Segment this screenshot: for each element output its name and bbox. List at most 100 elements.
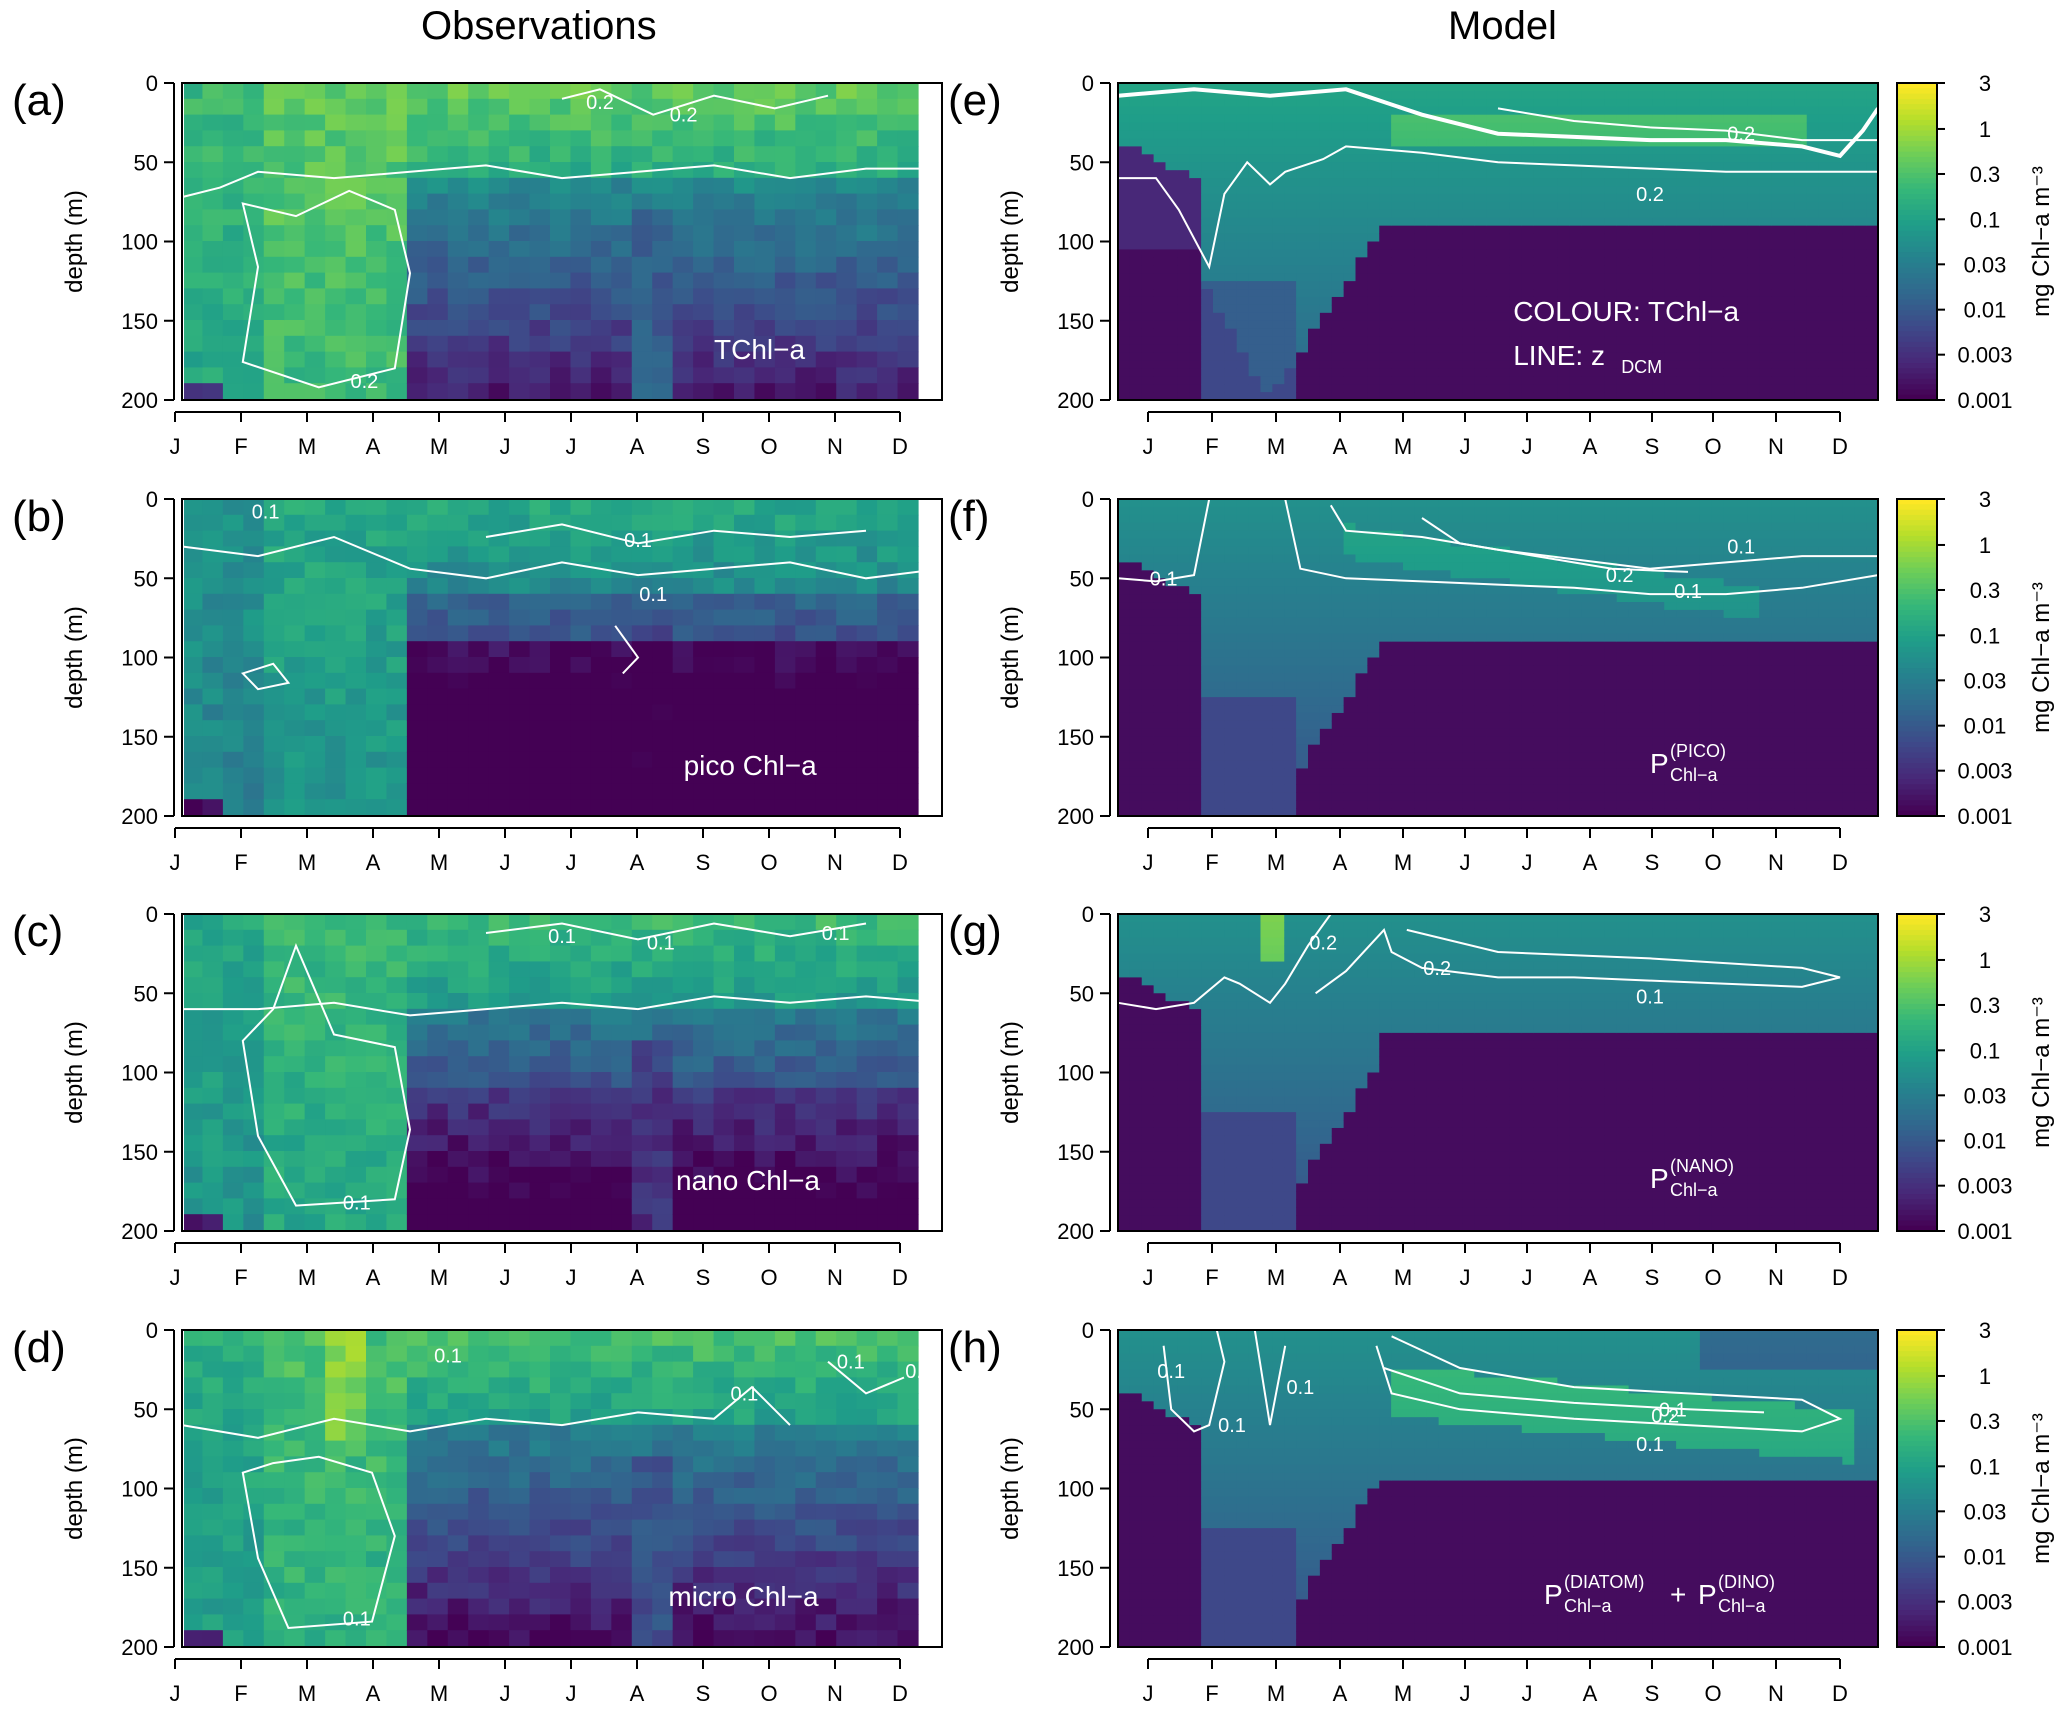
- heatmap-cell: [529, 1345, 551, 1363]
- heatmap-cell: [1569, 83, 1582, 92]
- heatmap-cell: [325, 688, 347, 705]
- heatmap-cell: [1521, 376, 1535, 385]
- heatmap-cell: [325, 736, 347, 753]
- heatmap-cell: [366, 256, 388, 274]
- heatmap-cell: [1177, 265, 1190, 274]
- heatmap-cell: [713, 751, 735, 769]
- heatmap-cell: [611, 1488, 633, 1505]
- heatmap-cell: [1379, 233, 1392, 242]
- heatmap-cell: [652, 225, 674, 242]
- heatmap-cell: [1462, 257, 1475, 266]
- heatmap-cell: [304, 578, 326, 595]
- heatmap-cell: [713, 1456, 735, 1473]
- heatmap-cell: [774, 367, 796, 384]
- heatmap-cell: [222, 83, 244, 100]
- heatmap-cell: [386, 1393, 408, 1410]
- heatmap-cell: [1260, 376, 1273, 385]
- heatmap-cell: [1236, 320, 1250, 330]
- heatmap-cell: [1189, 368, 1202, 377]
- heatmap-cell: [263, 1377, 285, 1394]
- heatmap-cell: [1533, 225, 1546, 235]
- heatmap-cell: [1414, 217, 1428, 227]
- heatmap-cell: [897, 288, 919, 305]
- heatmap-cell: [1426, 376, 1440, 385]
- heatmap-cell: [182, 672, 204, 690]
- heatmap-cell: [1201, 304, 1214, 314]
- heatmap-cell: [406, 1361, 428, 1378]
- heatmap-cell: [1640, 114, 1653, 124]
- heatmap-cell: [693, 1614, 715, 1631]
- heatmap-cell: [1509, 178, 1523, 187]
- heatmap-cell: [1414, 138, 1428, 147]
- heatmap-cell: [590, 177, 612, 195]
- heatmap-cell: [774, 177, 796, 195]
- heatmap-cell: [1153, 106, 1166, 116]
- heatmap-cell: [1165, 265, 1178, 274]
- heatmap-cell: [550, 1072, 572, 1089]
- heatmap-cell: [1640, 98, 1653, 108]
- heatmap-cell: [1260, 130, 1273, 139]
- heatmap-cell: [1403, 241, 1416, 250]
- heatmap-cell: [447, 241, 469, 258]
- heatmap-cell: [1438, 233, 1451, 242]
- heatmap-cell: [1438, 170, 1451, 179]
- heatmap-cell: [263, 609, 285, 626]
- heatmap-cell: [652, 193, 674, 210]
- heatmap-cell: [1331, 170, 1345, 179]
- heatmap-cell: [774, 304, 796, 321]
- heatmap-cell: [1628, 376, 1641, 385]
- heatmap-cell: [1640, 225, 1653, 235]
- heatmap-cell: [713, 641, 735, 658]
- heatmap-cell: [1343, 209, 1356, 219]
- heatmap-cell: [1593, 384, 1606, 393]
- heatmap-cell: [468, 1103, 490, 1120]
- heatmap-cell: [222, 1040, 244, 1057]
- heatmap-cell: [182, 1056, 204, 1073]
- heatmap-cell: [509, 1519, 531, 1536]
- heatmap-cell: [263, 272, 285, 289]
- heatmap-cell: [325, 625, 347, 642]
- heatmap-cell: [386, 1166, 408, 1184]
- heatmap-cell: [631, 657, 653, 674]
- heatmap-cell: [672, 367, 694, 384]
- heatmap-cell: [1153, 122, 1166, 132]
- heatmap-cell: [1604, 249, 1618, 258]
- heatmap-cell: [304, 977, 326, 994]
- heatmap-cell: [1391, 344, 1404, 353]
- heatmap-cell: [182, 1024, 204, 1041]
- heatmap-cell: [243, 1198, 265, 1215]
- heatmap-cell: [1640, 106, 1653, 116]
- heatmap-cell: [1486, 360, 1499, 369]
- heatmap-cell: [1343, 249, 1356, 258]
- heatmap-cell: [1403, 209, 1416, 219]
- heatmap-cell: [693, 193, 715, 210]
- heatmap-cell: [1331, 209, 1345, 219]
- heatmap-cell: [897, 1535, 919, 1552]
- heatmap-cell: [1355, 289, 1368, 298]
- heatmap-cell: [1474, 106, 1487, 116]
- heatmap-cell: [713, 562, 735, 579]
- heatmap-cell: [611, 225, 633, 242]
- heatmap-cell: [284, 288, 306, 305]
- heatmap-cell: [345, 530, 367, 547]
- heatmap-cell: [284, 1214, 306, 1231]
- heatmap-cell: [1676, 98, 1689, 108]
- heatmap-cell: [468, 514, 490, 532]
- heatmap-cell: [1224, 376, 1238, 385]
- heatmap-cell: [1201, 114, 1214, 124]
- heatmap-cell: [570, 146, 592, 163]
- heatmap-cell: [529, 1503, 551, 1521]
- heatmap-cell: [284, 977, 306, 994]
- heatmap-cell: [1498, 193, 1511, 203]
- heatmap-cell: [631, 114, 653, 131]
- heatmap-cell: [1236, 328, 1250, 338]
- heatmap-cell: [1462, 138, 1475, 147]
- heatmap-cell: [631, 641, 653, 658]
- heatmap-cell: [856, 1440, 878, 1457]
- heatmap-cell: [488, 1345, 510, 1363]
- heatmap-cell: [1676, 225, 1689, 235]
- heatmap-cell: [1438, 376, 1451, 385]
- heatmap-cell: [1319, 178, 1333, 187]
- heatmap-cell: [815, 799, 837, 816]
- heatmap-cell: [713, 83, 735, 100]
